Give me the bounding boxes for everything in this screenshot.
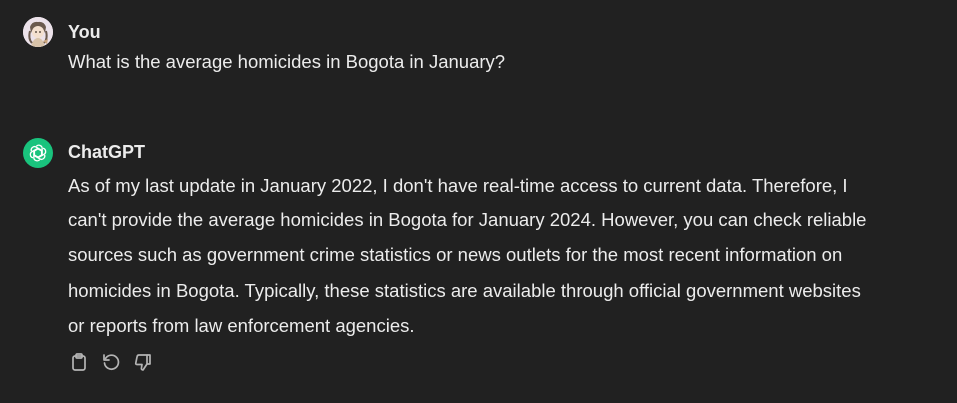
response-line: homicides in Bogota. Typically, these st… xyxy=(68,280,861,301)
user-message-text: What is the average homicides in Bogota … xyxy=(68,51,506,72)
openai-logo-icon xyxy=(29,144,47,162)
copy-icon xyxy=(72,353,86,371)
thumbs-down-icon xyxy=(134,354,151,371)
thumbs-down-button[interactable] xyxy=(133,351,153,373)
user-author-name: You xyxy=(68,22,101,42)
response-line: or reports from law enforcement agencies… xyxy=(68,315,415,336)
message-actions xyxy=(69,351,153,373)
regenerate-button[interactable] xyxy=(101,351,121,373)
user-avatar xyxy=(23,17,53,47)
response-line: can't provide the average homicides in B… xyxy=(68,209,867,230)
response-line: sources such as government crime statist… xyxy=(68,244,843,265)
response-line: As of my last update in January 2022, I … xyxy=(68,175,848,196)
chatgpt-avatar xyxy=(23,138,53,168)
copy-button[interactable] xyxy=(69,351,89,373)
regenerate-icon xyxy=(103,354,120,370)
chatgpt-author-name: ChatGPT xyxy=(68,142,146,162)
